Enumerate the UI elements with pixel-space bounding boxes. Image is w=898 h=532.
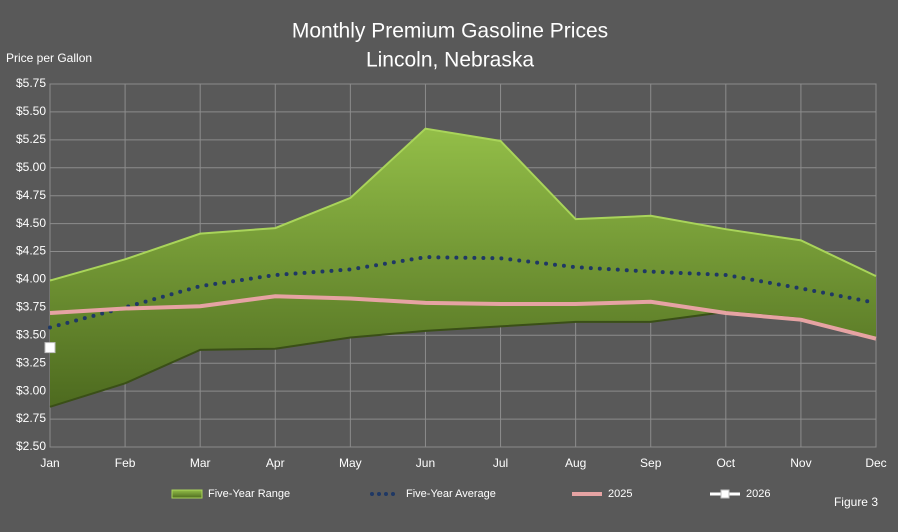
y-axis-title: Price per Gallon xyxy=(6,51,92,65)
x-tick-label: Apr xyxy=(266,456,285,470)
x-tick-label: Nov xyxy=(790,456,811,470)
x-tick-label: Aug xyxy=(565,456,586,470)
x-tick-label: Feb xyxy=(115,456,136,470)
y-tick-label: $4.25 xyxy=(16,244,46,258)
x-tick-label: Mar xyxy=(190,456,211,470)
range-high-edge xyxy=(49,127,877,282)
y-tick-label: $2.50 xyxy=(16,439,46,453)
legend-label: 2026 xyxy=(746,488,770,500)
x-tick-label: Jun xyxy=(416,456,435,470)
y-tick-label: $2.75 xyxy=(16,411,46,425)
legend-marker xyxy=(720,489,730,499)
line-2025 xyxy=(49,294,877,341)
legend-label: Five-Year Range xyxy=(208,488,290,500)
chart-subtitle: Lincoln, Nebraska xyxy=(366,49,534,72)
y-tick-label: $5.50 xyxy=(16,104,46,118)
average-line xyxy=(48,255,878,330)
y-tick-label: $3.50 xyxy=(16,327,46,341)
legend-swatch xyxy=(171,489,203,499)
y-tick-label: $4.75 xyxy=(16,188,46,202)
x-tick-label: Dec xyxy=(865,456,886,470)
x-tick-label: Jul xyxy=(493,456,508,470)
y-tick-label: $3.25 xyxy=(16,355,46,369)
figure-note: Figure 3 xyxy=(834,495,878,509)
marker-2026 xyxy=(44,342,56,354)
x-tick-label: Sep xyxy=(640,456,662,470)
x-tick-label: Jan xyxy=(40,456,59,470)
y-tick-label: $5.75 xyxy=(16,76,46,90)
y-tick-label: $3.75 xyxy=(16,300,46,314)
y-tick-label: $4.50 xyxy=(16,216,46,230)
chart-title: Monthly Premium Gasoline Prices xyxy=(292,20,608,43)
y-tick-label: $5.00 xyxy=(16,160,46,174)
y-tick-label: $5.25 xyxy=(16,132,46,146)
range-area xyxy=(50,128,876,407)
x-tick-label: May xyxy=(339,456,362,470)
y-tick-label: $4.00 xyxy=(16,272,46,286)
legend-label: 2025 xyxy=(608,488,632,500)
y-tick-label: $3.00 xyxy=(16,383,46,397)
legend-label: Five-Year Average xyxy=(406,488,496,500)
x-tick-label: Oct xyxy=(716,456,735,470)
